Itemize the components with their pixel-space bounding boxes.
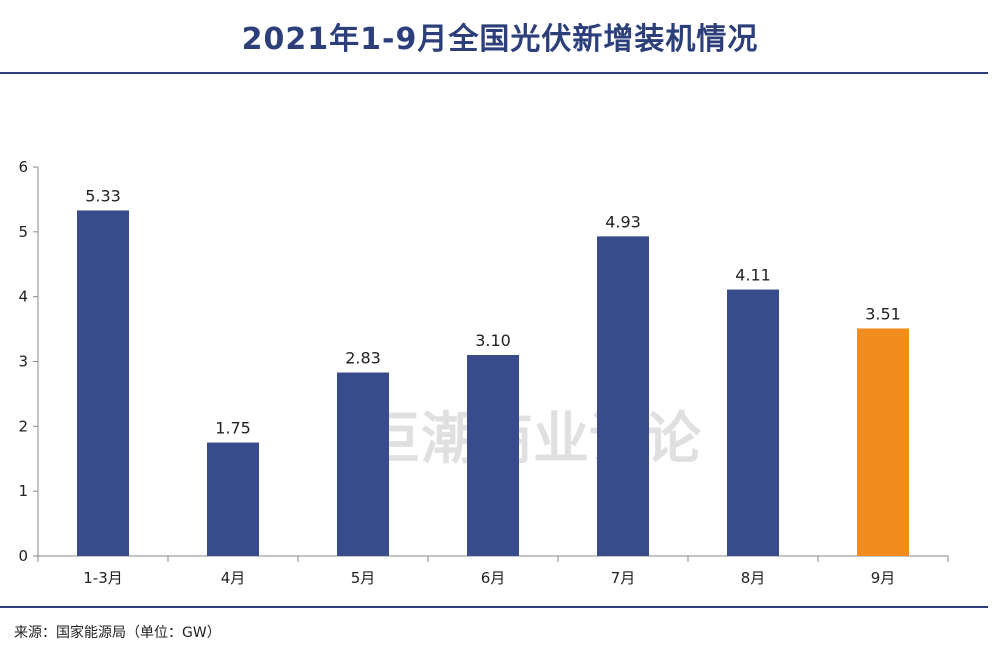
x-category-label: 4月: [221, 569, 246, 587]
data-label: 1.75: [215, 419, 251, 438]
data-label: 5.33: [85, 186, 121, 205]
bar: [337, 372, 389, 556]
bar: [597, 236, 649, 556]
y-tick-label: 5: [18, 223, 28, 241]
x-category-label: 9月: [871, 569, 896, 587]
bar: [727, 289, 779, 556]
watermark-text: 巨潮商业评论: [365, 407, 702, 472]
y-tick-label: 2: [18, 417, 28, 435]
y-tick-label: 3: [18, 353, 28, 371]
x-category-label: 6月: [481, 569, 506, 587]
x-category-label: 7月: [611, 569, 636, 587]
bar: [467, 355, 519, 556]
bar: [207, 442, 259, 556]
x-category-label: 5月: [351, 569, 376, 587]
chart-title: 2021年1-9月全国光伏新增装机情况: [241, 22, 759, 57]
y-tick-label: 1: [18, 482, 28, 500]
y-tick-label: 4: [18, 288, 28, 306]
data-label: 3.51: [865, 304, 901, 323]
x-category-label: 1-3月: [83, 569, 123, 587]
data-label: 2.83: [345, 349, 381, 368]
bar: [857, 328, 909, 556]
footer-divider: [0, 606, 988, 608]
data-label: 4.11: [735, 266, 771, 285]
source-note: 来源：国家能源局（单位：GW）: [14, 625, 221, 641]
data-label: 3.10: [475, 331, 511, 350]
y-tick-label: 0: [18, 547, 28, 565]
bar: [77, 210, 129, 556]
x-category-label: 8月: [741, 569, 766, 587]
data-label: 4.93: [605, 212, 641, 231]
title-divider: [0, 72, 988, 74]
y-tick-label: 6: [18, 158, 28, 176]
